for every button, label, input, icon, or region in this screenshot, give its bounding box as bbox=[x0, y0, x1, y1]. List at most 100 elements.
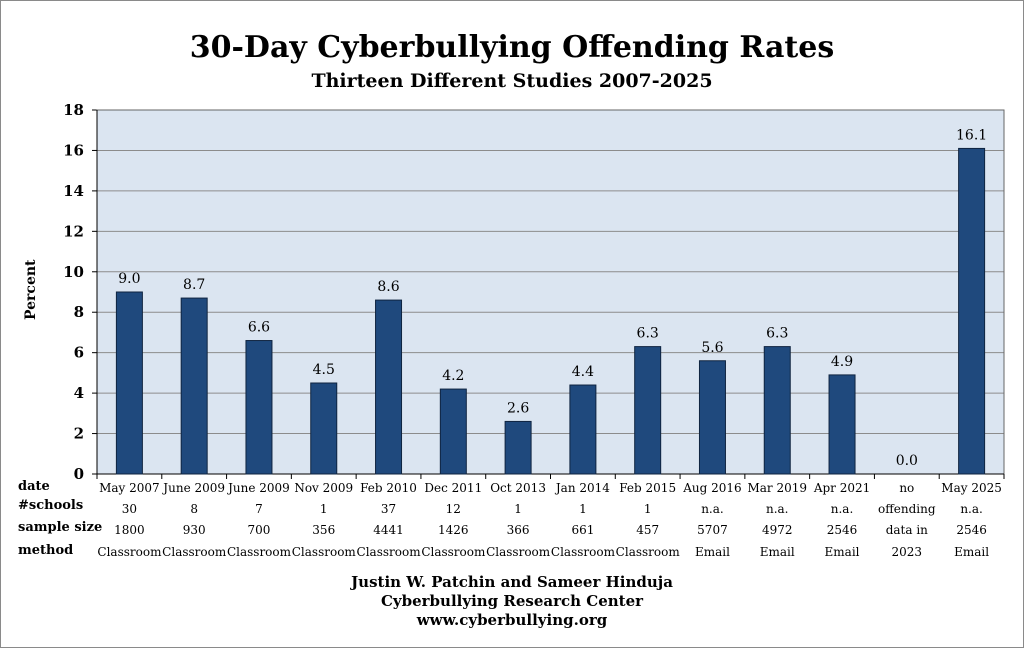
bar bbox=[828, 374, 856, 475]
method-cell: Email bbox=[694, 545, 730, 559]
method-cell: Email bbox=[954, 545, 990, 559]
data-label: 4.5 bbox=[313, 362, 335, 378]
date-cell: Aug 2016 bbox=[683, 481, 742, 495]
chart-title: 30-Day Cyberbullying Offending Rates bbox=[189, 30, 835, 65]
chart-subtitle: Thirteen Different Studies 2007-2025 bbox=[311, 70, 713, 92]
bar bbox=[439, 388, 467, 475]
footer-url: www.cyberbullying.org bbox=[416, 611, 608, 629]
date-cell: June 2009 bbox=[163, 481, 226, 495]
method-cell: Email bbox=[824, 545, 860, 559]
sample-size-cell: 661 bbox=[571, 523, 595, 537]
y-tick-label: 12 bbox=[63, 222, 84, 240]
y-tick-label: 8 bbox=[74, 303, 84, 321]
bar bbox=[375, 299, 403, 475]
data-label: 8.6 bbox=[377, 279, 399, 295]
data-label: 6.3 bbox=[766, 326, 788, 342]
method-cell: Classroom bbox=[291, 545, 356, 559]
y-tick-label: 16 bbox=[63, 141, 84, 159]
y-tick-label: 10 bbox=[63, 263, 84, 281]
schools-cell: n.a. bbox=[765, 502, 789, 516]
row-label-date: date bbox=[18, 479, 50, 494]
method-cell: Classroom bbox=[356, 545, 421, 559]
schools-cell: 1 bbox=[643, 502, 652, 516]
bar bbox=[763, 346, 791, 475]
schools-cell: 1 bbox=[514, 502, 522, 516]
schools-cell: 37 bbox=[380, 502, 397, 516]
sample-size-cell: 700 bbox=[247, 523, 271, 537]
y-tick-label: 14 bbox=[63, 182, 84, 200]
schools-cell: n.a. bbox=[830, 502, 854, 516]
method-cell: Classroom bbox=[550, 545, 615, 559]
data-label: 4.2 bbox=[442, 368, 464, 384]
date-cell: Apr 2021 bbox=[813, 481, 871, 495]
date-cell: Jan 2014 bbox=[555, 481, 610, 495]
row-label-sample-size: sample size bbox=[18, 520, 103, 535]
schools-cell: 30 bbox=[121, 502, 138, 516]
method-cell: Classroom bbox=[97, 545, 162, 559]
footer-org: Cyberbullying Research Center bbox=[380, 592, 644, 610]
schools-cell: offending bbox=[878, 502, 936, 516]
date-cell: Feb 2015 bbox=[619, 481, 677, 495]
bar bbox=[958, 147, 986, 475]
method-cell: Classroom bbox=[226, 545, 292, 559]
y-tick-label: 2 bbox=[74, 425, 84, 443]
row-label-schools: #schools bbox=[18, 498, 84, 513]
date-cell: Feb 2010 bbox=[360, 481, 417, 495]
bar bbox=[245, 340, 273, 475]
sample-size-cell: 930 bbox=[182, 523, 206, 537]
method-cell: Classroom bbox=[162, 545, 227, 559]
schools-cell: 1 bbox=[319, 502, 328, 516]
date-cell: Nov 2009 bbox=[294, 481, 354, 495]
data-label: 0.0 bbox=[896, 453, 918, 469]
plot-area bbox=[97, 110, 1004, 474]
bar bbox=[310, 382, 338, 475]
row-label-method: method bbox=[18, 543, 74, 558]
method-cell: 2023 bbox=[891, 545, 923, 559]
y-tick-label: 4 bbox=[74, 384, 84, 402]
sample-size-cell: 5707 bbox=[697, 523, 728, 537]
data-label: 4.9 bbox=[831, 354, 853, 370]
sample-size-cell: 4972 bbox=[761, 523, 793, 537]
data-label: 9.0 bbox=[118, 271, 140, 287]
sample-size-cell: 366 bbox=[506, 523, 530, 537]
schools-cell: n.a. bbox=[960, 502, 983, 516]
data-label: 2.6 bbox=[507, 400, 529, 416]
schools-cell: 8 bbox=[190, 502, 198, 516]
data-label: 4.4 bbox=[572, 364, 594, 380]
bar bbox=[180, 297, 208, 475]
date-cell: Mar 2019 bbox=[747, 481, 808, 495]
data-label: 6.3 bbox=[637, 326, 659, 342]
date-cell: May 2025 bbox=[941, 481, 1002, 495]
bar bbox=[634, 346, 662, 475]
bar bbox=[504, 420, 532, 475]
y-tick-label: 6 bbox=[74, 344, 84, 362]
sample-size-cell: 4441 bbox=[373, 523, 404, 537]
date-cell: Dec 2011 bbox=[424, 481, 483, 495]
date-cell: no bbox=[899, 481, 915, 495]
bar bbox=[569, 384, 597, 475]
data-label: 5.6 bbox=[701, 340, 723, 356]
bar bbox=[115, 291, 143, 475]
date-cell: June 2009 bbox=[228, 481, 290, 495]
schools-cell: 7 bbox=[255, 502, 263, 516]
method-cell: Email bbox=[759, 545, 795, 559]
data-label: 16.1 bbox=[956, 127, 987, 143]
date-cell: Oct 2013 bbox=[490, 481, 546, 495]
sample-size-cell: 457 bbox=[636, 523, 660, 537]
date-cell: May 2007 bbox=[99, 481, 160, 495]
data-label: 6.6 bbox=[248, 320, 270, 336]
sample-size-cell: data in bbox=[885, 523, 928, 537]
schools-cell: n.a. bbox=[701, 502, 724, 516]
method-cell: Classroom bbox=[615, 545, 680, 559]
sample-size-cell: 1426 bbox=[438, 523, 469, 537]
y-tick-label: 18 bbox=[63, 101, 84, 119]
sample-size-cell: 2546 bbox=[826, 523, 858, 537]
bar bbox=[698, 360, 726, 475]
method-cell: Classroom bbox=[421, 545, 486, 559]
data-label: 8.7 bbox=[183, 277, 205, 293]
y-tick-label: 0 bbox=[74, 465, 84, 483]
sample-size-cell: 2546 bbox=[956, 523, 987, 537]
schools-cell: 1 bbox=[579, 502, 587, 516]
sample-size-cell: 1800 bbox=[114, 523, 145, 537]
